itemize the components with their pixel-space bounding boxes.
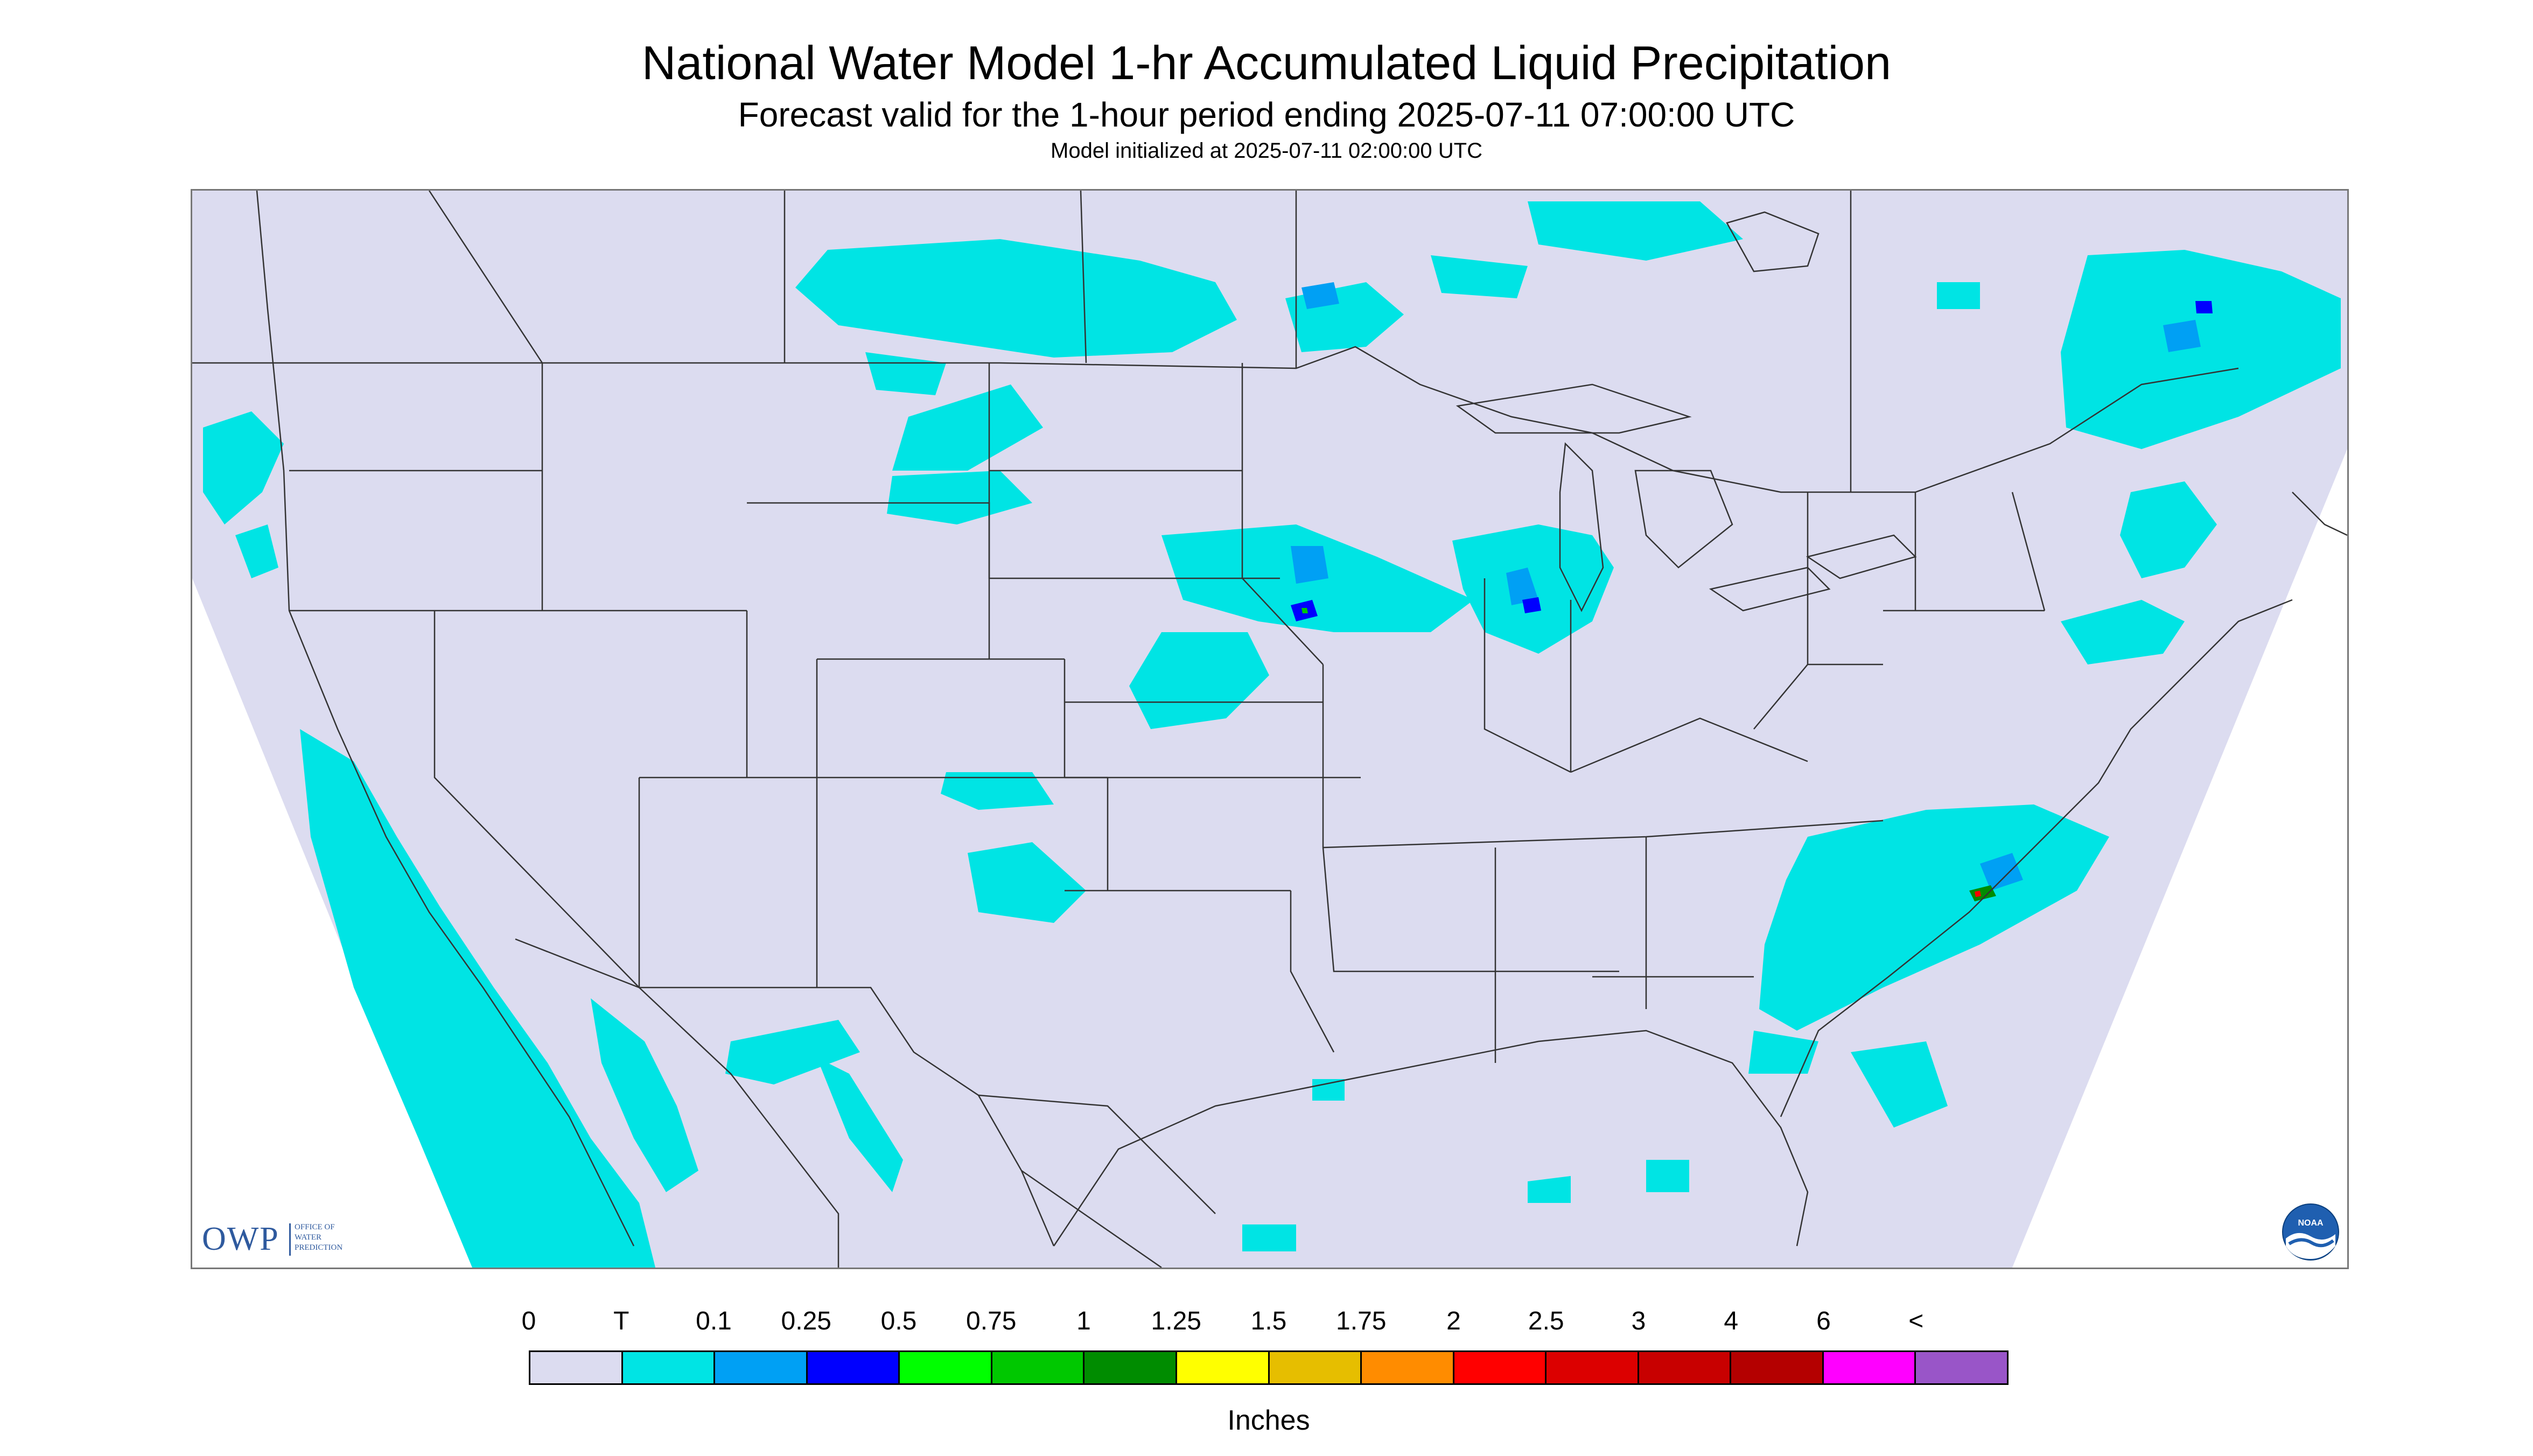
legend-swatch [807, 1352, 900, 1383]
legend-swatch [992, 1352, 1085, 1383]
owp-logo-icon: OWP [202, 1221, 279, 1257]
legend-tick-label: T [613, 1307, 629, 1335]
legend-swatch [530, 1352, 623, 1383]
political-boundaries [192, 191, 2347, 1268]
map-title: National Water Model 1-hr Accumulated Li… [641, 36, 1892, 89]
legend-swatch [1639, 1352, 1732, 1383]
legend-tick-label: 6 [1816, 1307, 1831, 1335]
legend-tick-label: 0.25 [781, 1307, 831, 1335]
legend-tick-label: 4 [1724, 1307, 1739, 1335]
legend-tick-label: 0.75 [966, 1307, 1017, 1335]
owp-logo-line: OFFICE OF [295, 1223, 335, 1231]
legend-swatch [1084, 1352, 1177, 1383]
legend-tick-label: 1.25 [1151, 1307, 1201, 1335]
model-init-time: Model initialized at 2025-07-11 02:00:00… [1051, 139, 1482, 163]
legend-swatch [1916, 1352, 2007, 1383]
legend-colorbar [529, 1350, 2009, 1385]
precip-legend: 0 T 0.1 0.25 0.5 0.75 1 1.25 1.5 1.75 2 2.5 3 4 6 < Inc… [522, 1306, 2009, 1436]
legend-swatch [1269, 1352, 1362, 1383]
owp-logo-line: WATER [295, 1233, 321, 1242]
legend-tick-label: 0 [521, 1307, 536, 1335]
map-subtitle: Forecast valid for the 1-hour period end… [738, 95, 1795, 134]
legend-swatch [1731, 1352, 1824, 1383]
legend-swatch [1177, 1352, 1270, 1383]
legend-tick-label: 0.1 [696, 1307, 732, 1335]
precipitation-map: OWP OFFICE OF WATER PREDICTION NOAA [191, 189, 2349, 1269]
map-canvas [192, 191, 2347, 1268]
legend-tick-label: < [1908, 1307, 1924, 1335]
owp-logo-text: OFFICE OF WATER PREDICTION [295, 1222, 375, 1253]
legend-swatch [1362, 1352, 1454, 1383]
noaa-logo-text: NOAA [2298, 1219, 2324, 1228]
legend-swatch [622, 1352, 716, 1383]
legend-tick-label: 1 [1076, 1307, 1091, 1335]
precip-moderate-spots [1291, 282, 2201, 891]
legend-swatch [900, 1352, 992, 1383]
legend-swatch [1823, 1352, 1916, 1383]
legend-swatch [1454, 1352, 1547, 1383]
legend-tick-label: 2 [1446, 1307, 1461, 1335]
noaa-logo-icon: NOAA [2282, 1203, 2339, 1261]
legend-units: Inches [1227, 1405, 1310, 1436]
legend-swatch [1547, 1352, 1639, 1383]
owp-logo-divider [289, 1223, 291, 1256]
legend-tick-label: 3 [1631, 1307, 1646, 1335]
owp-logo: OWP OFFICE OF WATER PREDICTION [202, 1219, 374, 1262]
legend-swatch [715, 1352, 808, 1383]
legend-tick-label: 0.5 [880, 1307, 917, 1335]
legend-tick-label: 2.5 [1528, 1307, 1564, 1335]
owp-logo-line: PREDICTION [295, 1243, 343, 1252]
legend-tick-label: 1.75 [1336, 1307, 1387, 1335]
legend-tick-label: 1.5 [1250, 1307, 1287, 1335]
precip-heavy-spots [1291, 301, 2213, 901]
